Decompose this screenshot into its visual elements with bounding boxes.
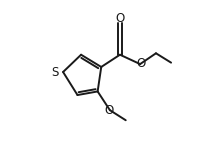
Text: S: S [52,66,59,78]
Text: O: O [115,12,125,24]
Text: O: O [136,57,146,70]
Text: O: O [104,104,114,117]
